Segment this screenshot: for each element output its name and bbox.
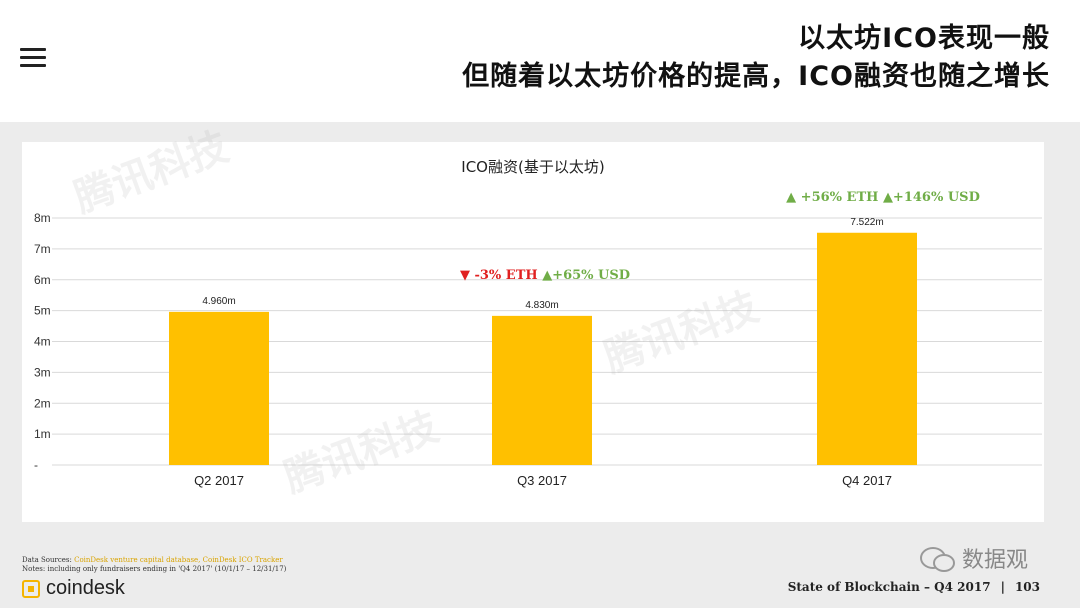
x-tick-label: Q3 2017 (517, 473, 567, 488)
x-tick-label: Q4 2017 (842, 473, 892, 488)
eth-change: ▼ -3% ETH (460, 268, 542, 283)
data-label: 4.960m (202, 296, 235, 307)
notes-text: Notes: including only fundraisers ending… (22, 565, 287, 573)
x-tick-label: Q2 2017 (194, 473, 244, 488)
usd-change: ▲+65% USD (542, 268, 630, 283)
separator: | (1000, 580, 1005, 594)
change-annotation: ▼ -3% ETH ▲+65% USD (460, 268, 630, 283)
y-tick-label: 6m (34, 273, 51, 287)
wechat-watermark: 数据观 (920, 542, 1028, 574)
bar (817, 232, 917, 465)
change-annotation: ▲ +56% ETH ▲+146% USD (786, 190, 980, 205)
page-footer: State of Blockchain – Q4 2017 | 103 (788, 580, 1040, 594)
eth-change: ▲ +56% ETH (786, 190, 883, 205)
footer-notes: Data Sources: CoinDesk venture capital d… (22, 556, 286, 574)
chart-title: ICO融资(基于以太坊) (461, 158, 604, 176)
sources-text: CoinDesk venture capital database, CoinD… (74, 556, 283, 564)
title-line-2: 但随着以太坊价格的提高，ICO融资也随之增长 (462, 61, 1050, 92)
y-tick-label: 2m (34, 396, 51, 410)
wechat-icon (920, 545, 955, 572)
menu-icon[interactable] (20, 48, 46, 68)
usd-change: ▲+146% USD (883, 190, 980, 205)
y-tick-label: 1m (34, 427, 51, 441)
bar (492, 315, 592, 465)
y-tick-label: 7m (34, 242, 51, 256)
y-tick-label: 4m (34, 335, 51, 349)
bar (169, 311, 269, 465)
report-text: State of Blockchain – Q4 2017 (787, 580, 991, 594)
wechat-text: 数据观 (962, 548, 1029, 573)
coindesk-logo: coindesk (22, 577, 125, 600)
y-tick-label: - (34, 458, 38, 472)
page-number: 103 (1014, 580, 1040, 594)
y-tick-label: 5m (34, 304, 51, 318)
chart-card: ICO融资(基于以太坊) - 1m 2m 3m 4m 5m 6m 7m 8m 4.960m Q2 20… (22, 142, 1044, 522)
y-tick-label: 8m (34, 211, 51, 225)
logo-text: coindesk (46, 577, 125, 599)
y-tick-label: 3m (34, 365, 51, 379)
slide-title: 以太坊ICO表现一般 但随着以太坊价格的提高，ICO融资也随之增长 (462, 20, 1050, 96)
sources-label: Data Sources: (22, 556, 72, 564)
header: 以太坊ICO表现一般 但随着以太坊价格的提高，ICO融资也随之增长 (0, 0, 1080, 122)
data-label: 7.522m (850, 217, 883, 228)
data-label: 4.830m (525, 300, 558, 311)
title-line-1: 以太坊ICO表现一般 (798, 23, 1050, 54)
bar-chart: ICO融资(基于以太坊) - 1m 2m 3m 4m 5m 6m 7m 8m 4.960m Q2 20… (34, 158, 1042, 488)
coindesk-logo-icon (22, 579, 40, 598)
